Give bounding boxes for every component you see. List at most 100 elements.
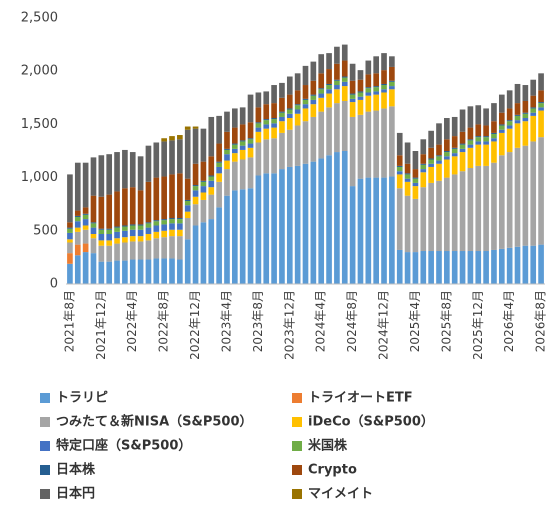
bar-segment	[357, 92, 364, 97]
bar-segment	[349, 116, 356, 187]
bar-segment	[247, 143, 254, 148]
bar-segment	[294, 105, 301, 110]
bar-segment	[67, 242, 73, 254]
legend-swatch	[292, 417, 302, 427]
bar-segment	[436, 156, 442, 161]
bar-segment	[475, 165, 482, 252]
bar-segment	[498, 94, 505, 113]
bar-segment	[334, 152, 340, 284]
bar-segment	[184, 239, 191, 284]
bar-segment	[74, 210, 81, 216]
bar-segment	[114, 231, 120, 239]
bar-segment	[208, 180, 215, 188]
bar-segment	[98, 228, 105, 230]
bar-segment	[459, 109, 466, 132]
bar-segment	[310, 80, 317, 95]
bar-segment	[74, 216, 81, 222]
bar-segment	[216, 115, 222, 144]
bar-segment	[247, 94, 254, 123]
bar-segment	[232, 108, 238, 128]
bar-segment	[90, 222, 97, 224]
bar-segment	[396, 188, 403, 250]
bar-segment	[459, 171, 466, 252]
bar-segment	[90, 223, 97, 228]
bar-segment	[302, 65, 309, 86]
bar-segment	[444, 251, 450, 284]
bar-segment	[404, 174, 411, 179]
bar-segment	[114, 152, 120, 192]
bar-segment	[200, 222, 207, 284]
bar-segment	[153, 221, 160, 226]
bar-segment	[506, 120, 513, 122]
x-tick-label: 2026年4月	[502, 290, 516, 352]
bar-segment	[137, 229, 144, 237]
bar-segment	[82, 162, 89, 208]
bar-segment	[522, 85, 529, 101]
bar-segment	[538, 107, 544, 111]
bar-segment	[294, 73, 301, 91]
y-tick-label: 2,000	[21, 64, 58, 79]
bar-segment	[286, 94, 293, 109]
bar-segment	[475, 251, 482, 284]
bar-segment	[451, 148, 458, 154]
bar-segment	[420, 139, 427, 155]
bar-segment	[129, 187, 136, 225]
bar-segment	[451, 156, 458, 175]
bar-segment	[232, 127, 238, 144]
bar-segment	[498, 129, 505, 133]
bar-segment	[451, 116, 458, 137]
bar-segment	[428, 163, 434, 167]
bar-segment	[404, 163, 411, 174]
bar-segment	[428, 158, 434, 160]
bar-segment	[286, 109, 293, 114]
bar-segment	[122, 260, 128, 284]
bar-segment	[271, 123, 277, 128]
bar-segment	[451, 136, 458, 148]
bar-segment	[271, 119, 277, 124]
bar-segment	[82, 252, 89, 284]
bar-segment	[106, 228, 113, 230]
bar-segment	[286, 166, 293, 284]
bar-segment	[247, 122, 254, 139]
x-tick-label: 2025年8月	[439, 290, 453, 352]
bar-segment	[373, 86, 379, 88]
bar-segment	[491, 132, 497, 134]
bar-segment	[122, 237, 128, 243]
bar-segment	[341, 44, 348, 61]
bar-segment	[177, 229, 183, 237]
bar-segment	[169, 218, 175, 220]
bar-segment	[216, 173, 222, 182]
bar-segment	[137, 225, 144, 230]
bar-segment	[404, 173, 411, 175]
bar-segment	[224, 169, 230, 196]
bar-segment	[538, 110, 544, 138]
x-tick-label: 2024年12月	[377, 290, 391, 360]
bar-segment	[310, 161, 317, 284]
bar-segment	[538, 102, 544, 104]
bar-segment	[530, 141, 537, 246]
bar-segment	[208, 116, 215, 157]
bar-segment	[145, 145, 152, 182]
bar-segment	[357, 79, 364, 92]
bar-segment	[404, 252, 411, 284]
bar-segment	[498, 132, 505, 156]
bar-segment	[184, 126, 191, 130]
bar-segment	[145, 181, 152, 223]
bar-segment	[294, 113, 301, 126]
bar-segment	[122, 188, 128, 226]
bar-segment	[538, 90, 544, 103]
bar-segment	[153, 231, 160, 239]
bar-segment	[522, 112, 529, 114]
bar-segment	[483, 165, 489, 252]
bar-segment	[184, 201, 191, 206]
bar-segment	[522, 118, 529, 122]
bar-segment	[349, 98, 356, 103]
bar-segment	[326, 89, 332, 94]
bar-segment	[239, 189, 246, 284]
bar-segment	[365, 74, 372, 88]
x-tick-label: 2025年12月	[471, 290, 485, 360]
bar-segment	[506, 128, 513, 153]
bar-segment	[106, 229, 113, 234]
bar-segment	[365, 95, 372, 112]
bar-segment	[67, 228, 73, 233]
